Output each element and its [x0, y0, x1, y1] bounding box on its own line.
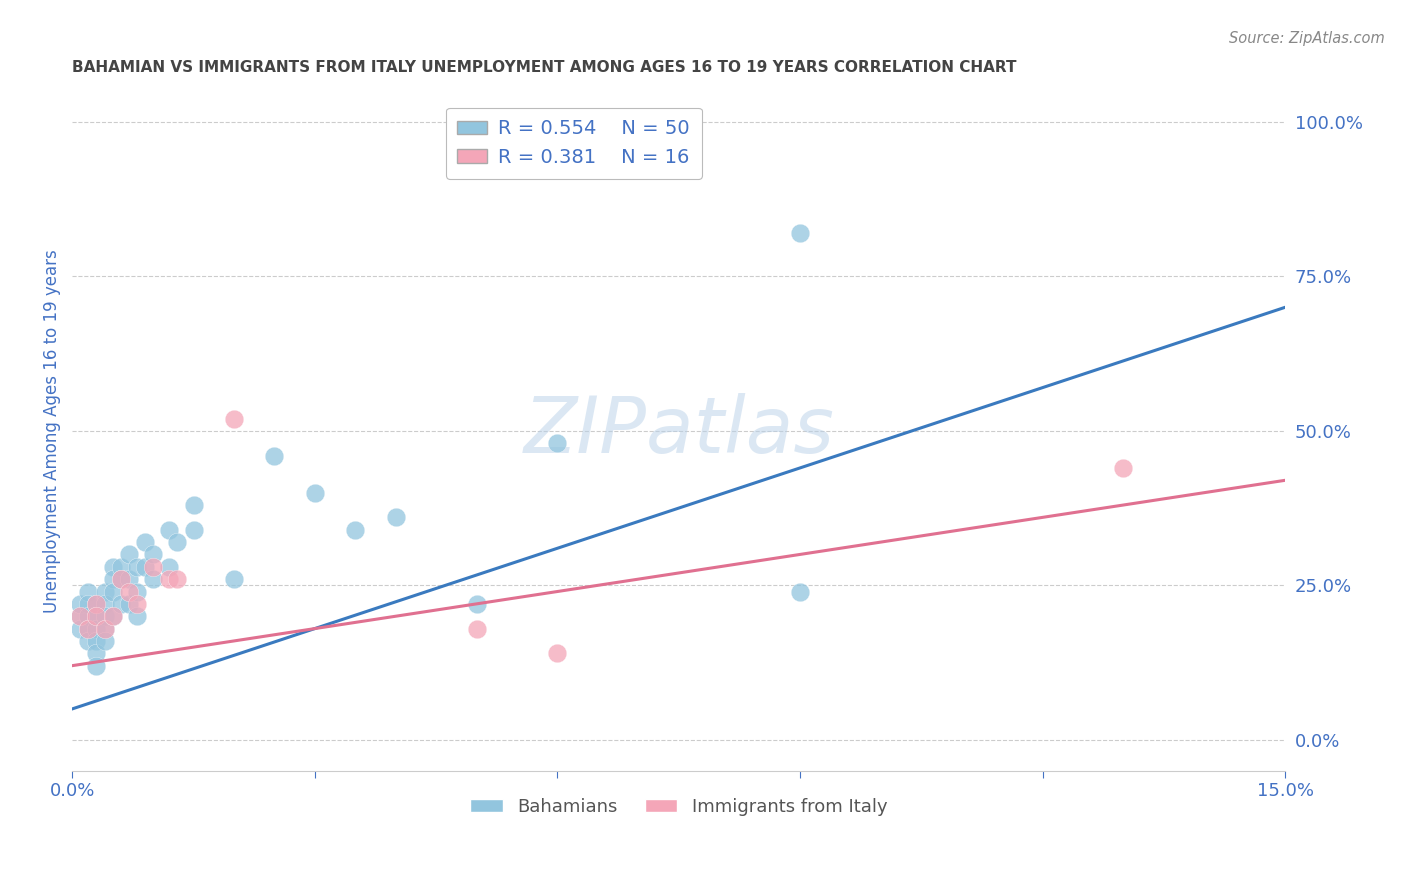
Point — [93, 609, 115, 624]
Point — [546, 436, 568, 450]
Point — [101, 609, 124, 624]
Point — [93, 622, 115, 636]
Point — [101, 572, 124, 586]
Point — [110, 572, 132, 586]
Point — [157, 572, 180, 586]
Point — [77, 622, 100, 636]
Point — [93, 597, 115, 611]
Point — [166, 572, 188, 586]
Point — [125, 597, 148, 611]
Point — [86, 609, 108, 624]
Point — [134, 535, 156, 549]
Point — [157, 559, 180, 574]
Point — [1112, 461, 1135, 475]
Point — [134, 559, 156, 574]
Point — [142, 572, 165, 586]
Point — [166, 535, 188, 549]
Y-axis label: Unemployment Among Ages 16 to 19 years: Unemployment Among Ages 16 to 19 years — [44, 249, 60, 613]
Point — [118, 597, 141, 611]
Point — [142, 548, 165, 562]
Point — [77, 622, 100, 636]
Point — [93, 584, 115, 599]
Point — [86, 634, 108, 648]
Text: BAHAMIAN VS IMMIGRANTS FROM ITALY UNEMPLOYMENT AMONG AGES 16 TO 19 YEARS CORRELA: BAHAMIAN VS IMMIGRANTS FROM ITALY UNEMPL… — [72, 60, 1017, 75]
Point — [465, 597, 488, 611]
Point — [101, 609, 124, 624]
Point — [86, 646, 108, 660]
Point — [77, 634, 100, 648]
Point — [789, 584, 811, 599]
Point — [77, 597, 100, 611]
Point — [69, 597, 91, 611]
Point — [86, 658, 108, 673]
Point — [93, 622, 115, 636]
Point — [263, 449, 285, 463]
Point — [86, 622, 108, 636]
Point — [101, 584, 124, 599]
Point — [465, 622, 488, 636]
Point — [77, 609, 100, 624]
Point — [222, 411, 245, 425]
Point — [69, 609, 91, 624]
Point — [304, 485, 326, 500]
Point — [125, 609, 148, 624]
Point — [125, 584, 148, 599]
Point — [93, 634, 115, 648]
Point — [142, 559, 165, 574]
Point — [77, 584, 100, 599]
Point — [125, 559, 148, 574]
Text: ZIPatlas: ZIPatlas — [523, 392, 834, 469]
Point — [86, 597, 108, 611]
Point — [86, 597, 108, 611]
Point — [118, 584, 141, 599]
Point — [344, 523, 367, 537]
Point — [222, 572, 245, 586]
Legend: Bahamians, Immigrants from Italy: Bahamians, Immigrants from Italy — [463, 790, 894, 822]
Point — [101, 559, 124, 574]
Point — [69, 609, 91, 624]
Point — [789, 226, 811, 240]
Point — [69, 622, 91, 636]
Point — [183, 523, 205, 537]
Point — [110, 572, 132, 586]
Point — [118, 572, 141, 586]
Point — [546, 646, 568, 660]
Point — [157, 523, 180, 537]
Point — [183, 498, 205, 512]
Point — [110, 559, 132, 574]
Point — [118, 548, 141, 562]
Point — [110, 597, 132, 611]
Point — [384, 510, 406, 524]
Point — [86, 609, 108, 624]
Text: Source: ZipAtlas.com: Source: ZipAtlas.com — [1229, 31, 1385, 46]
